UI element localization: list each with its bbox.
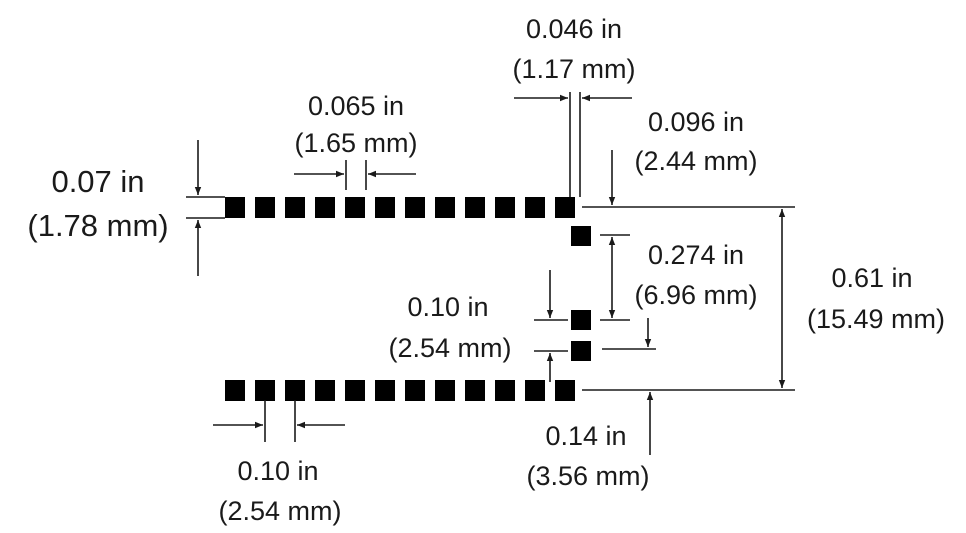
dim-total-height-in: 0.61 in	[831, 263, 912, 293]
bottom-pad	[315, 380, 335, 401]
dim-pad-gap-side-in: 0.046 in	[526, 14, 622, 44]
top-pad	[495, 197, 515, 218]
side-pad-middle	[571, 310, 591, 330]
bottom-pad	[345, 380, 365, 401]
bottom-pad	[255, 380, 275, 401]
top-pad	[375, 197, 395, 218]
top-pad-row	[225, 197, 575, 218]
bottom-pad	[375, 380, 395, 401]
bottom-pad	[555, 380, 575, 401]
dim-pad-gap-top-mm: (1.65 mm)	[294, 128, 417, 158]
dim-pad-gap-side-mm: (1.17 mm)	[512, 54, 635, 84]
bottom-pad	[525, 380, 545, 401]
dim-pad-height-mm: (1.78 mm)	[27, 208, 168, 243]
dim-side-pitch: 0.10 in (2.54 mm)	[388, 270, 656, 382]
dim-bottom-offset: 0.14 in (3.56 mm)	[526, 392, 654, 491]
top-pad	[405, 197, 425, 218]
dim-side-span: 0.274 in (6.96 mm)	[600, 234, 758, 321]
dim-side-pitch-in: 0.10 in	[407, 292, 488, 322]
top-pad	[345, 197, 365, 218]
bottom-pad-row	[225, 380, 575, 401]
bottom-pad	[225, 380, 245, 401]
top-pad	[255, 197, 275, 218]
top-pad	[315, 197, 335, 218]
bottom-pad	[285, 380, 305, 401]
dim-pad-gap-top: 0.065 in (1.65 mm)	[294, 91, 418, 190]
dim-bottom-pitch-mm: (2.54 mm)	[218, 496, 341, 526]
dim-pad-gap-top-in: 0.065 in	[308, 91, 404, 121]
dim-pad-height: 0.07 in (1.78 mm)	[27, 140, 225, 276]
bottom-pad	[495, 380, 515, 401]
dim-top-offset: 0.096 in (2.44 mm)	[582, 107, 795, 208]
dim-bottom-pitch-in: 0.10 in	[237, 456, 318, 486]
top-pad	[435, 197, 455, 218]
top-pad	[555, 197, 575, 218]
side-pad-group	[571, 226, 591, 361]
dim-total-height: 0.61 in (15.49 mm)	[582, 209, 945, 391]
dim-side-span-mm: (6.96 mm)	[634, 280, 757, 310]
bottom-pad	[405, 380, 425, 401]
bottom-pad	[435, 380, 455, 401]
top-pad	[225, 197, 245, 218]
dim-top-offset-mm: (2.44 mm)	[634, 146, 757, 176]
top-pad	[525, 197, 545, 218]
dim-side-pitch-mm: (2.54 mm)	[388, 333, 511, 363]
side-pad-upper	[571, 226, 591, 246]
top-pad	[465, 197, 485, 218]
bottom-pad	[465, 380, 485, 401]
dim-bottom-offset-in: 0.14 in	[545, 421, 626, 451]
dim-total-height-mm: (15.49 mm)	[807, 304, 945, 334]
dim-top-offset-in: 0.096 in	[648, 107, 744, 137]
dim-pad-gap-side: 0.046 in (1.17 mm)	[512, 14, 636, 197]
top-pad	[285, 197, 305, 218]
dim-bottom-offset-mm: (3.56 mm)	[526, 461, 649, 491]
dim-bottom-pitch: 0.10 in (2.54 mm)	[213, 400, 345, 526]
side-pad-lower	[571, 341, 591, 361]
dim-side-span-in: 0.274 in	[648, 240, 744, 270]
dim-pad-height-in: 0.07 in	[51, 164, 144, 199]
